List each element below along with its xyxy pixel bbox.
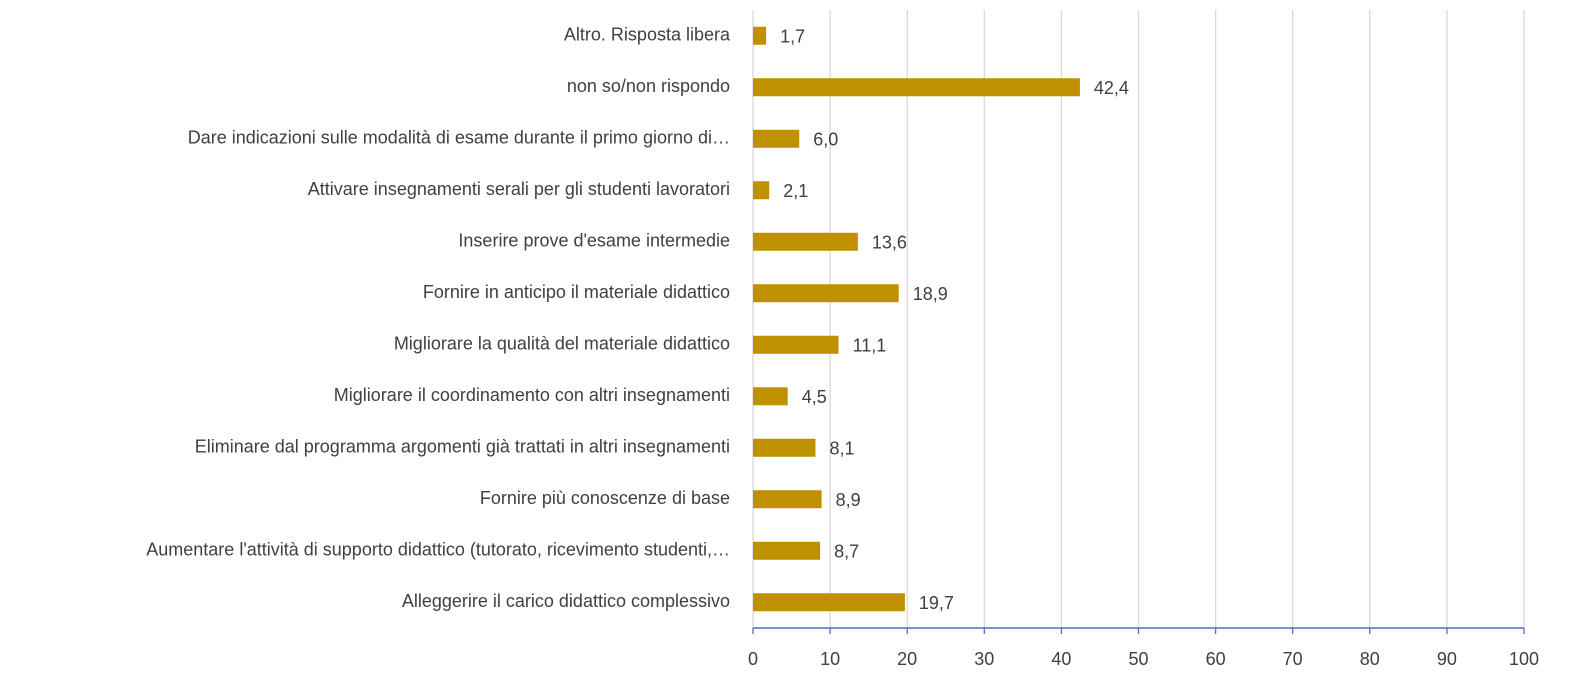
bar bbox=[753, 335, 839, 354]
y-tick-label: Migliorare la qualità del materiale dida… bbox=[394, 334, 730, 354]
x-tick-label: 90 bbox=[1437, 649, 1457, 669]
value-label: 19,7 bbox=[919, 593, 954, 613]
y-tick-label: Dare indicazioni sulle modalità di esame… bbox=[188, 128, 730, 148]
y-tick-label: Altro. Risposta libera bbox=[564, 25, 731, 45]
value-label: 18,9 bbox=[913, 284, 948, 304]
value-label: 42,4 bbox=[1094, 78, 1129, 98]
y-tick-label: Fornire più conoscenze di base bbox=[480, 488, 730, 508]
value-label: 6,0 bbox=[813, 130, 838, 150]
bar bbox=[753, 438, 816, 457]
y-tick-label: Alleggerire il carico didattico compless… bbox=[402, 591, 730, 611]
x-tick-label: 50 bbox=[1128, 649, 1148, 669]
bar bbox=[753, 232, 858, 251]
y-tick-label: Attivare insegnamenti serali per gli stu… bbox=[308, 179, 730, 199]
x-tick-label: 80 bbox=[1360, 649, 1380, 669]
value-label: 1,7 bbox=[780, 27, 805, 47]
bar bbox=[753, 284, 899, 303]
y-tick-label: Migliorare il coordinamento con altri in… bbox=[334, 385, 730, 405]
value-label: 8,9 bbox=[836, 490, 861, 510]
value-label: 13,6 bbox=[872, 233, 907, 253]
value-label: 8,7 bbox=[834, 542, 859, 562]
x-tick-label: 30 bbox=[974, 649, 994, 669]
y-tick-label: Aumentare l'attività di supporto didatti… bbox=[146, 540, 730, 560]
value-label: 2,1 bbox=[783, 181, 808, 201]
value-label: 11,1 bbox=[853, 336, 887, 356]
value-label: 4,5 bbox=[802, 387, 827, 407]
bar bbox=[753, 129, 800, 148]
bar bbox=[753, 78, 1080, 97]
x-tick-label: 60 bbox=[1206, 649, 1226, 669]
bar bbox=[753, 541, 821, 560]
bar bbox=[753, 593, 905, 612]
y-tick-label: Eliminare dal programma argomenti già tr… bbox=[195, 437, 730, 457]
x-tick-label: 20 bbox=[897, 649, 917, 669]
x-tick-label: 10 bbox=[820, 649, 840, 669]
x-tick-label: 100 bbox=[1509, 649, 1539, 669]
bar bbox=[753, 387, 788, 406]
y-tick-label: non so/non rispondo bbox=[567, 76, 730, 96]
bar bbox=[753, 181, 770, 200]
y-tick-label: Inserire prove d'esame intermedie bbox=[458, 231, 730, 251]
y-tick-label: Fornire in anticipo il materiale didatti… bbox=[423, 282, 730, 302]
bar bbox=[753, 490, 822, 509]
x-tick-label: 40 bbox=[1051, 649, 1071, 669]
x-tick-label: 70 bbox=[1283, 649, 1303, 669]
bar bbox=[753, 26, 767, 45]
value-label: 8,1 bbox=[829, 439, 854, 459]
x-tick-label: 0 bbox=[748, 649, 758, 669]
